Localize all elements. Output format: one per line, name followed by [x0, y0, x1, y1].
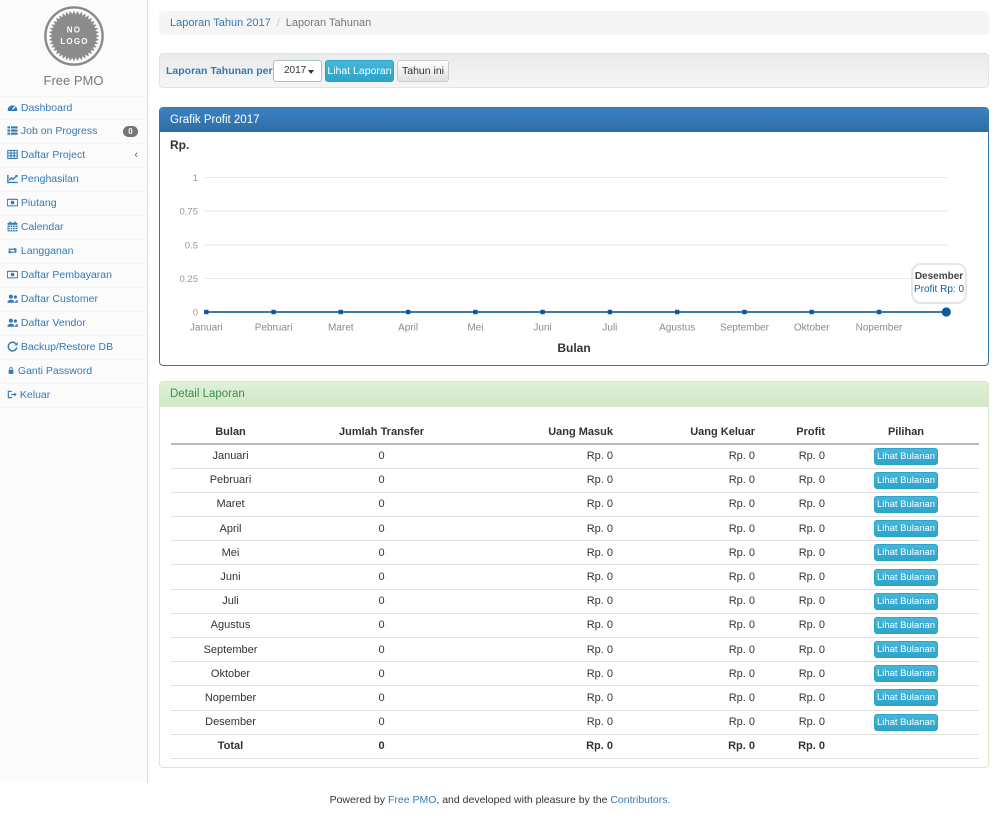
svg-text:September: September [720, 323, 770, 334]
svg-text:LOGO: LOGO [60, 37, 88, 46]
svg-text:Juni: Juni [533, 323, 551, 334]
svg-text:Agustus: Agustus [659, 323, 695, 334]
svg-text:Mei: Mei [467, 323, 483, 334]
svg-text:Rp.: Rp. [170, 138, 189, 152]
svg-text:NO: NO [67, 26, 81, 35]
svg-text:Nopember: Nopember [856, 323, 903, 334]
svg-text:April: April [398, 323, 418, 334]
svg-text:0.25: 0.25 [180, 274, 199, 285]
svg-text:Maret: Maret [328, 323, 354, 334]
svg-text:Bulan: Bulan [557, 341, 590, 355]
svg-text:Oktober: Oktober [794, 323, 830, 334]
svg-text:Januari: Januari [190, 323, 223, 334]
svg-text:1: 1 [193, 173, 198, 184]
svg-text:Pebruari: Pebruari [255, 323, 293, 334]
svg-text:0.75: 0.75 [180, 207, 199, 218]
svg-text:Juli: Juli [602, 323, 617, 334]
svg-text:0: 0 [193, 308, 198, 319]
svg-text:0.5: 0.5 [185, 241, 198, 252]
